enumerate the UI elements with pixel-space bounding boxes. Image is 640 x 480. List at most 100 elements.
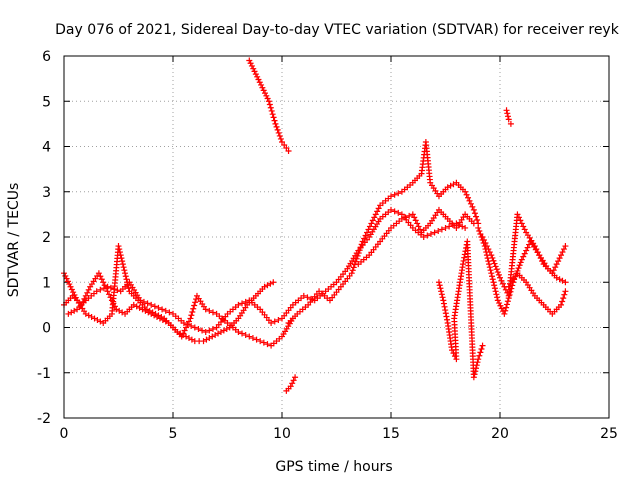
data-point — [348, 270, 355, 277]
data-point — [368, 220, 375, 227]
data-point — [235, 301, 242, 308]
data-point — [391, 208, 398, 215]
data-point — [115, 243, 122, 250]
data-point — [470, 220, 477, 227]
data-point — [188, 312, 195, 319]
data-point — [395, 209, 402, 216]
data-point — [414, 220, 421, 227]
data-point — [438, 288, 445, 295]
data-point — [440, 300, 447, 307]
data-point — [488, 270, 495, 277]
data-point — [485, 258, 492, 265]
data-point — [518, 220, 525, 227]
data-point — [473, 213, 480, 220]
data-point — [474, 217, 481, 224]
data-point — [515, 214, 522, 221]
data-point — [116, 249, 123, 256]
data-point — [431, 229, 438, 236]
data-point — [461, 254, 468, 261]
data-point — [242, 298, 249, 305]
series-track-g — [283, 374, 299, 394]
data-point — [520, 253, 527, 260]
data-point — [561, 291, 568, 298]
data-point — [185, 318, 192, 325]
data-point — [482, 240, 489, 247]
data-point — [398, 215, 405, 222]
data-point — [181, 327, 188, 334]
data-point — [148, 301, 155, 308]
data-point — [257, 338, 264, 345]
data-point — [474, 359, 481, 366]
data-point — [97, 286, 104, 293]
data-point — [446, 223, 453, 230]
data-point — [475, 356, 482, 363]
data-point — [553, 261, 560, 268]
data-point — [162, 307, 169, 314]
data-point — [66, 281, 73, 288]
data-point — [472, 368, 479, 375]
data-point — [279, 138, 285, 145]
data-point — [114, 287, 121, 294]
data-point — [556, 255, 563, 262]
data-point — [478, 345, 485, 352]
data-point — [489, 254, 496, 261]
data-point — [479, 234, 486, 240]
data-point — [524, 244, 531, 251]
data-point — [273, 123, 280, 130]
data-point — [505, 116, 512, 123]
data-point — [264, 95, 271, 102]
data-point — [491, 260, 498, 267]
data-point — [499, 280, 506, 287]
data-point — [122, 273, 129, 280]
data-point — [267, 104, 274, 111]
data-point — [471, 210, 478, 217]
data-point — [435, 227, 442, 234]
data-point — [70, 289, 77, 296]
data-point — [521, 250, 528, 257]
data-point — [471, 371, 478, 378]
data-point — [514, 211, 521, 218]
data-point — [256, 79, 263, 86]
data-point — [486, 264, 493, 271]
data-point — [559, 298, 566, 305]
data-point — [361, 235, 368, 242]
data-point — [415, 223, 422, 230]
data-point — [476, 227, 483, 234]
series-track-e — [355, 206, 477, 268]
data-point — [140, 298, 147, 305]
data-point — [117, 252, 124, 259]
y-tick-label: 6 — [42, 49, 51, 65]
data-point — [467, 200, 474, 207]
data-point — [264, 341, 271, 348]
data-point — [349, 267, 356, 274]
series-track-f — [246, 57, 292, 155]
data-point — [64, 278, 71, 285]
data-point — [417, 226, 424, 233]
data-point — [536, 252, 543, 259]
data-point — [479, 342, 486, 349]
data-point — [300, 292, 307, 299]
data-point — [537, 255, 544, 262]
data-points — [61, 57, 569, 394]
data-point — [260, 87, 267, 94]
data-point — [100, 279, 107, 286]
data-point — [498, 305, 505, 312]
data-point — [180, 330, 187, 337]
data-point — [436, 282, 443, 289]
data-point — [531, 243, 538, 250]
data-point — [486, 261, 493, 268]
data-point — [246, 333, 253, 340]
data-point — [206, 307, 213, 314]
data-point — [287, 383, 294, 390]
data-point — [355, 250, 362, 257]
series-track-i — [503, 107, 514, 127]
data-point — [290, 377, 297, 384]
data-point — [253, 336, 260, 343]
data-point — [560, 295, 567, 302]
data-point — [470, 374, 477, 381]
data-point — [558, 252, 565, 259]
series-track-b — [61, 243, 296, 349]
series-track-l — [505, 270, 569, 317]
data-point — [491, 282, 498, 289]
